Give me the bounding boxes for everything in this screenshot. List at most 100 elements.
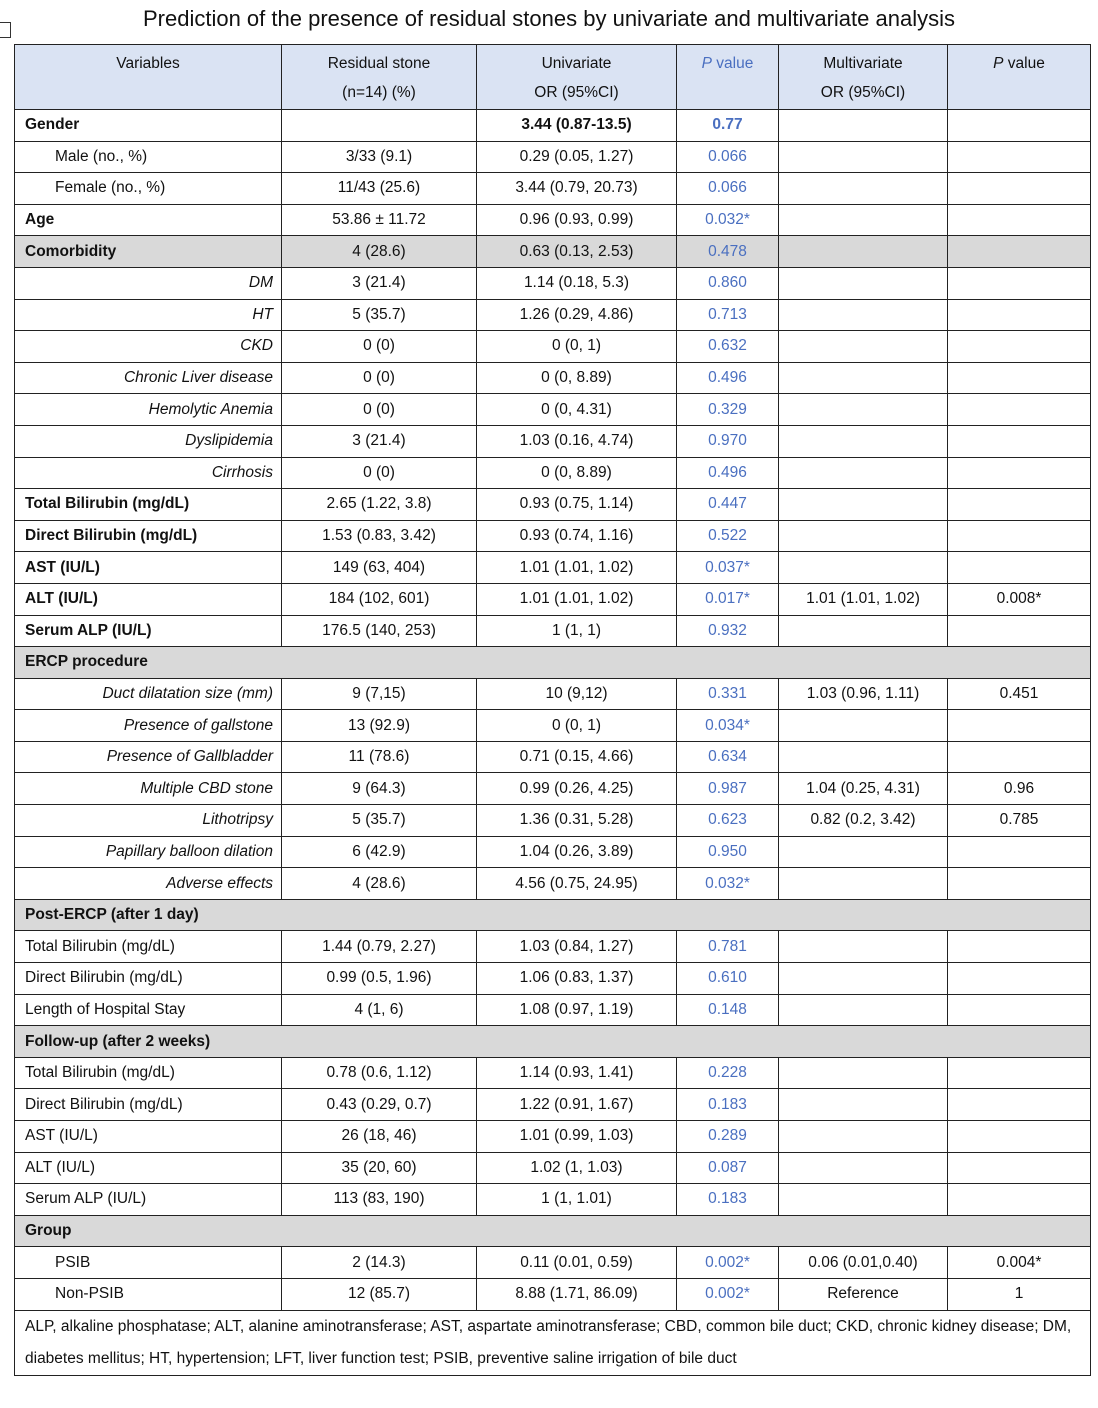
cell (947, 1088, 1091, 1121)
cell: Reference (778, 1277, 948, 1311)
cell: 149 (63, 404) (281, 551, 477, 584)
cell (947, 109, 1091, 142)
cell (778, 993, 948, 1027)
cell: 0.032* (676, 867, 779, 900)
cell: 0.447 (676, 488, 779, 521)
table-row: AST (IU/L) 26 (18, 46) 1.01 (0.99, 1.03) 0.… (14, 1120, 1091, 1153)
header-text: Residual stone (327, 55, 431, 72)
cell: 11/43 (25.6) (281, 172, 477, 205)
row-label: Chronic Liver disease (14, 361, 282, 395)
table-row: Serum ALP (IU/L) 113 (83, 190) 1 (1, 1.01)… (14, 1183, 1091, 1216)
cell: 0.037* (676, 551, 779, 584)
cell: 0.99 (0.26, 4.25) (476, 772, 677, 806)
cell: 5 (35.7) (281, 804, 477, 837)
cell: 1.01 (1.01, 1.02) (476, 582, 677, 616)
cell (947, 835, 1091, 869)
row-label: Female (no., %) (14, 172, 282, 205)
cell: 1.04 (0.25, 4.31) (778, 772, 948, 806)
cell (778, 172, 948, 205)
table-row: Follow-up (after 2 weeks) (14, 1025, 1091, 1058)
cell (947, 140, 1091, 174)
cell: 1 (1, 1) (476, 614, 677, 648)
cell (778, 140, 948, 174)
cell: 0.77 (676, 109, 779, 142)
cell: 6 (42.9) (281, 835, 477, 869)
cell (947, 456, 1091, 490)
cell (778, 456, 948, 490)
table-row: Hemolytic Anemia 0 (0) 0 (0, 4.31) 0.329 (14, 393, 1091, 426)
row-label: Comorbidity (14, 235, 282, 268)
table-row: Direct Bilirubin (mg/dL) 1.53 (0.83, 3.42… (14, 519, 1091, 553)
table-row: HT 5 (35.7) 1.26 (0.29, 4.86) 0.713 (14, 298, 1091, 332)
cell: 1.03 (0.84, 1.27) (476, 930, 677, 964)
row-label: Dyslipidemia (14, 424, 282, 458)
row-label: Direct Bilirubin (mg/dL) (14, 962, 282, 995)
cell: 0.970 (676, 424, 779, 458)
cell: 0 (0, 1) (476, 330, 677, 363)
cell: 0.860 (676, 266, 779, 300)
table-row: Comorbidity 4 (28.6) 0.63 (0.13, 2.53) 0.47… (14, 235, 1091, 268)
cell (778, 1088, 948, 1121)
cell (778, 1151, 948, 1185)
row-label: Total Bilirubin (mg/dL) (14, 1056, 282, 1090)
cell: 5 (35.7) (281, 298, 477, 332)
table-row: Female (no., %) 11/43 (25.6) 3.44 (0.79, 2… (14, 172, 1091, 205)
cell (778, 551, 948, 584)
cell: 35 (20, 60) (281, 1151, 477, 1185)
cell: 0.93 (0.75, 1.14) (476, 488, 677, 521)
cell: 1.03 (0.16, 4.74) (476, 424, 677, 458)
cell: 0.066 (676, 140, 779, 174)
cell: 9 (7,15) (281, 677, 477, 711)
table-row: Total Bilirubin (mg/dL) 2.65 (1.22, 3.8) 0… (14, 488, 1091, 521)
cell: 13 (92.9) (281, 709, 477, 742)
cell: 12 (85.7) (281, 1277, 477, 1311)
header-cell: P value (947, 44, 1091, 110)
table-row: Papillary balloon dilation 6 (42.9) 1.04 (… (14, 835, 1091, 869)
cell (947, 1151, 1091, 1185)
cell (947, 424, 1091, 458)
section-heading: Group (14, 1214, 1091, 1248)
cell (947, 235, 1091, 268)
table-row: Direct Bilirubin (mg/dL) 0.43 (0.29, 0.7)… (14, 1088, 1091, 1121)
cell (778, 740, 948, 774)
cell: 113 (83, 190) (281, 1183, 477, 1216)
row-label: Total Bilirubin (mg/dL) (14, 488, 282, 521)
table-row: Total Bilirubin (mg/dL) 1.44 (0.79, 2.27)… (14, 930, 1091, 964)
cell (778, 962, 948, 995)
row-label: Duct dilatation size (mm) (14, 677, 282, 711)
cell: 1 (947, 1277, 1091, 1311)
cell: 1.08 (0.97, 1.19) (476, 993, 677, 1027)
cell (947, 867, 1091, 900)
cell (778, 930, 948, 964)
cell: 2.65 (1.22, 3.8) (281, 488, 477, 521)
row-label: Direct Bilirubin (mg/dL) (14, 519, 282, 553)
table-row: Cirrhosis 0 (0) 0 (0, 8.89) 0.496 (14, 456, 1091, 490)
table-row: Dyslipidemia 3 (21.4) 1.03 (0.16, 4.74) 0.9… (14, 424, 1091, 458)
table-row: Gender 3.44 (0.87-13.5) 0.77 (14, 109, 1091, 142)
row-label: Age (14, 203, 282, 237)
row-label: ALT (IU/L) (14, 582, 282, 616)
cell: 0 (0) (281, 456, 477, 490)
row-label: DM (14, 266, 282, 300)
cell (947, 488, 1091, 521)
cell: 0 (0) (281, 330, 477, 363)
cell (778, 266, 948, 300)
cell: 4 (28.6) (281, 235, 477, 268)
cell: 3 (21.4) (281, 266, 477, 300)
cell (778, 235, 948, 268)
section-heading: Follow-up (after 2 weeks) (14, 1025, 1091, 1058)
cell: 0.96 (947, 772, 1091, 806)
cell: 0 (0, 8.89) (476, 361, 677, 395)
cell: 3 (21.4) (281, 424, 477, 458)
cell: 0.329 (676, 393, 779, 426)
header-cell: Multivariate OR (95%CI) (778, 44, 948, 110)
row-label: Lithotripsy (14, 804, 282, 837)
table-row: Male (no., %) 3/33 (9.1) 0.29 (0.05, 1.27)… (14, 140, 1091, 174)
row-label: ALT (IU/L) (14, 1151, 282, 1185)
cell (947, 930, 1091, 964)
cell: 0.71 (0.15, 4.66) (476, 740, 677, 774)
cell: 176.5 (140, 253) (281, 614, 477, 648)
cell: 1.36 (0.31, 5.28) (476, 804, 677, 837)
cell: 0 (0) (281, 393, 477, 426)
